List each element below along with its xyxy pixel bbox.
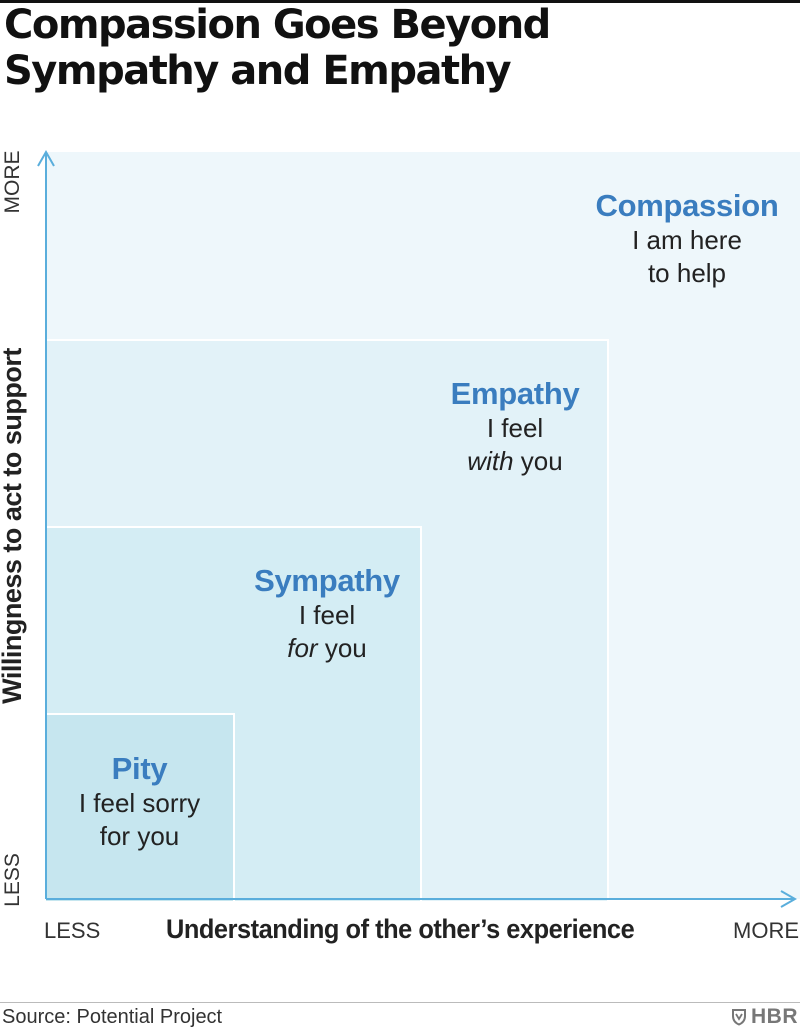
x-axis-title: Understanding of the other’s experience bbox=[166, 914, 635, 944]
y-axis-arrow-icon bbox=[37, 149, 55, 167]
pity-name: Pity bbox=[111, 751, 168, 786]
pity-desc-line-2: for you bbox=[99, 821, 180, 851]
pity-label: Pity I feel sorry for you bbox=[46, 751, 233, 853]
x-axis-low-label: LESS bbox=[44, 918, 101, 943]
compassion-name: Compassion bbox=[595, 188, 779, 223]
brand-name: HBR bbox=[751, 1005, 798, 1028]
brand-logo: HBR bbox=[731, 1005, 798, 1029]
title-line-2: Sympathy and Empathy bbox=[4, 48, 512, 94]
x-axis-arrow-icon bbox=[780, 890, 798, 908]
chart-title: Compassion Goes Beyond Sympathy and Empa… bbox=[4, 2, 784, 94]
pity-desc-line-1: I feel sorry bbox=[78, 788, 201, 818]
empathy-desc-line-1: I feel bbox=[486, 413, 544, 443]
source-note: Source: Potential Project bbox=[2, 1006, 223, 1028]
sympathy-desc-line-2: for you bbox=[287, 633, 367, 663]
compassion-desc-line-1: I am here bbox=[632, 225, 742, 255]
pity-region bbox=[46, 713, 235, 901]
y-axis-high-label: MORE bbox=[1, 150, 24, 214]
sympathy-name: Sympathy bbox=[254, 563, 400, 598]
compassion-label: Compassion I am here to help bbox=[578, 188, 796, 290]
footer-rule bbox=[0, 1002, 800, 1003]
hbr-shield-icon bbox=[732, 1009, 746, 1026]
top-rule bbox=[0, 0, 800, 3]
empathy-name: Empathy bbox=[450, 376, 580, 411]
title-line-1: Compassion Goes Beyond bbox=[4, 2, 551, 48]
empathy-desc-line-2: with you bbox=[467, 446, 563, 476]
y-axis-low-label: LESS bbox=[1, 853, 24, 907]
empathy-desc-emphasis: with bbox=[467, 446, 514, 476]
x-axis-high-label: MORE bbox=[733, 918, 799, 943]
sympathy-desc-line-1: I feel bbox=[298, 600, 356, 630]
empathy-label: Empathy I feel with you bbox=[430, 376, 600, 478]
compassion-desc-line-2: to help bbox=[647, 258, 727, 288]
y-axis-title: Willingness to act to support bbox=[0, 348, 27, 704]
sympathy-desc-emphasis: for bbox=[287, 633, 318, 663]
sympathy-label: Sympathy I feel for you bbox=[232, 563, 422, 665]
